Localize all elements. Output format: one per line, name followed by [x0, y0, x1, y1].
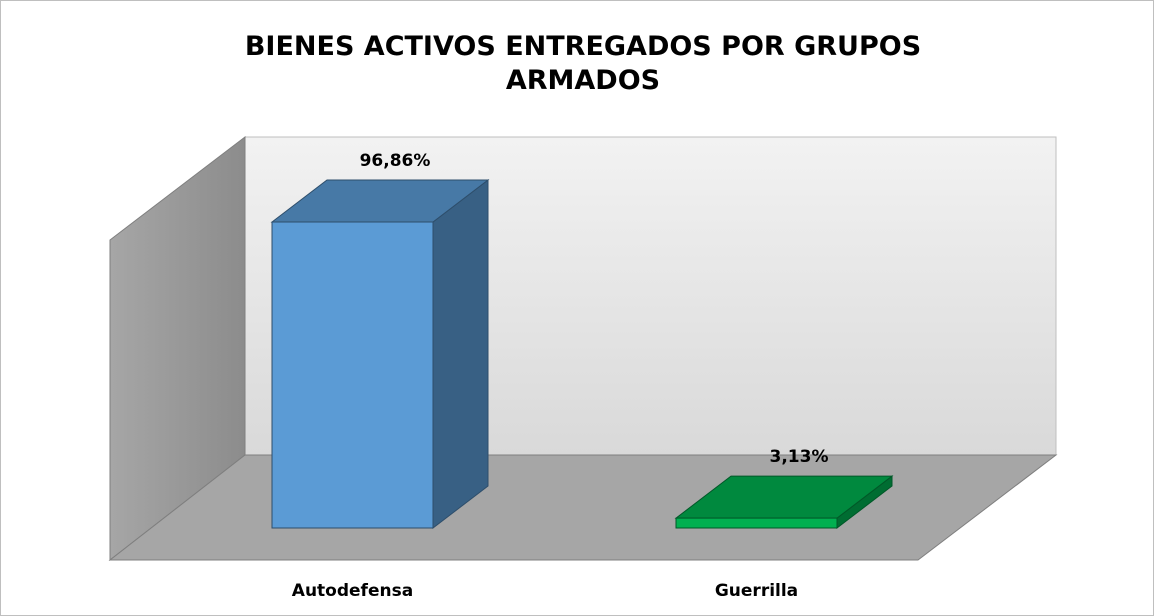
floor: [108, 454, 1058, 561]
chart-title: BIENES ACTIVOS ENTREGADOS POR GRUPOS ARM…: [244, 31, 922, 96]
bar: [675, 517, 838, 529]
x-tick-label: Guerrilla: [715, 581, 798, 601]
bar-side: [432, 178, 489, 530]
data-label: 3,13%: [770, 447, 829, 467]
bar: [271, 221, 434, 529]
x-tick-label: Autodefensa: [292, 581, 413, 601]
data-label: 96,86%: [360, 151, 431, 171]
